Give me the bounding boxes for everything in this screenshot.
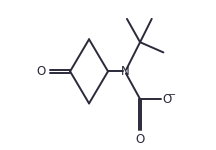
Text: O: O [163, 93, 172, 106]
Text: N: N [120, 65, 129, 78]
Text: −: − [168, 90, 176, 100]
Text: O: O [37, 65, 46, 78]
Text: O: O [135, 133, 145, 146]
